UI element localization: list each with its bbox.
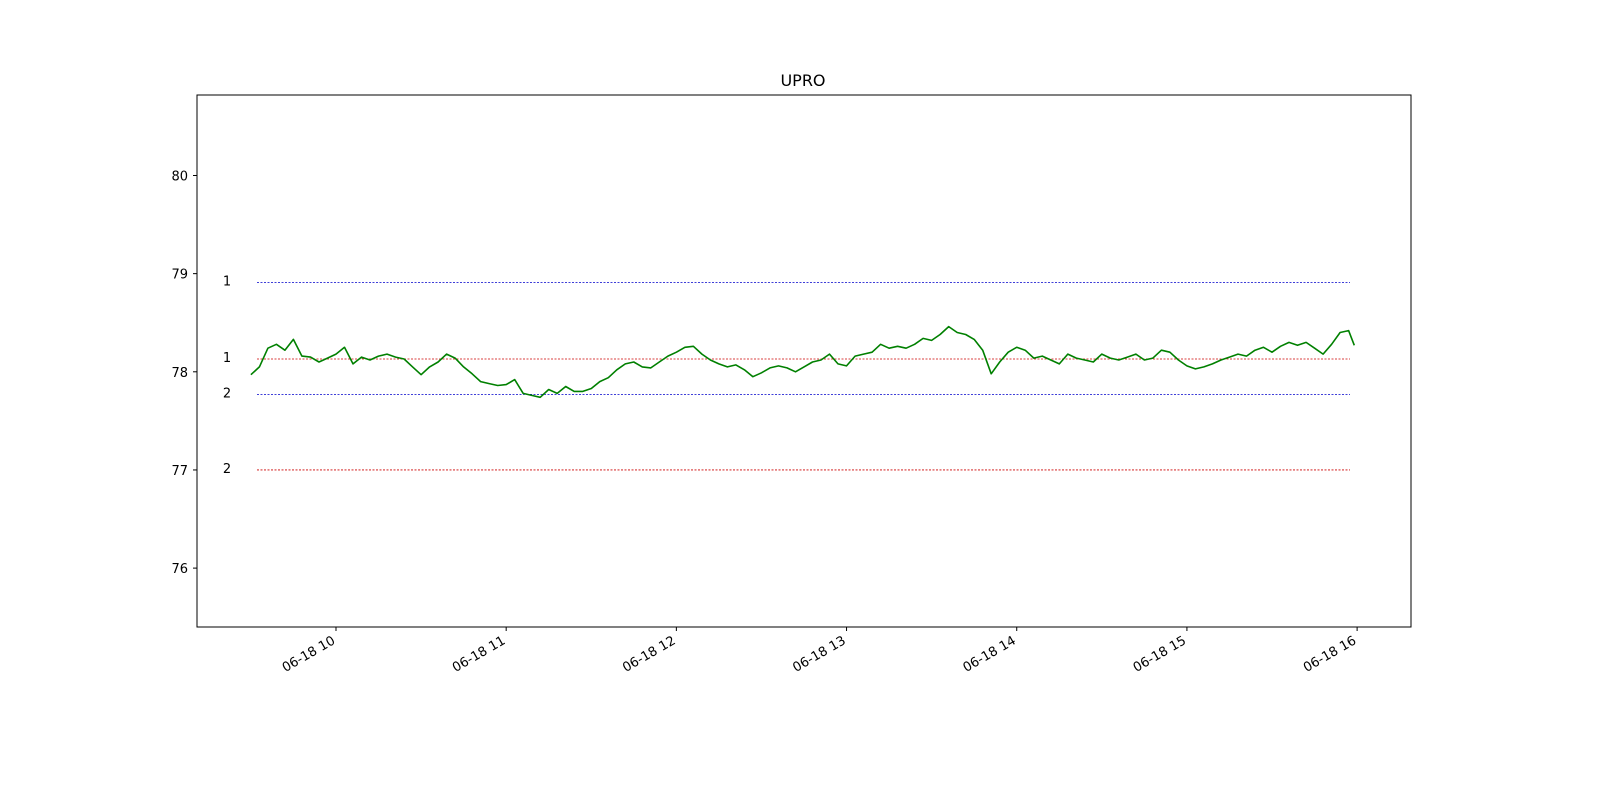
chart-title: UPRO [780,71,825,90]
y-tick-label-77: 77 [171,464,188,479]
plot-frame [196,94,1412,628]
level-label-0: 1 [223,274,231,289]
level-label-3: 2 [223,462,231,477]
y-tick-label-76: 76 [171,562,188,577]
y-tick-label-78: 78 [171,366,188,381]
y-tick-label-80: 80 [171,169,188,184]
series-line-0 [250,325,1356,399]
y-axis: 76 77 78 79 80 [171,169,197,577]
levels-layer: 1 1 2 2 [223,274,1350,477]
level-label-1: 1 [223,351,231,366]
series-layer [250,325,1356,399]
y-tick-label-79: 79 [171,268,188,283]
level-label-2: 2 [223,386,231,401]
